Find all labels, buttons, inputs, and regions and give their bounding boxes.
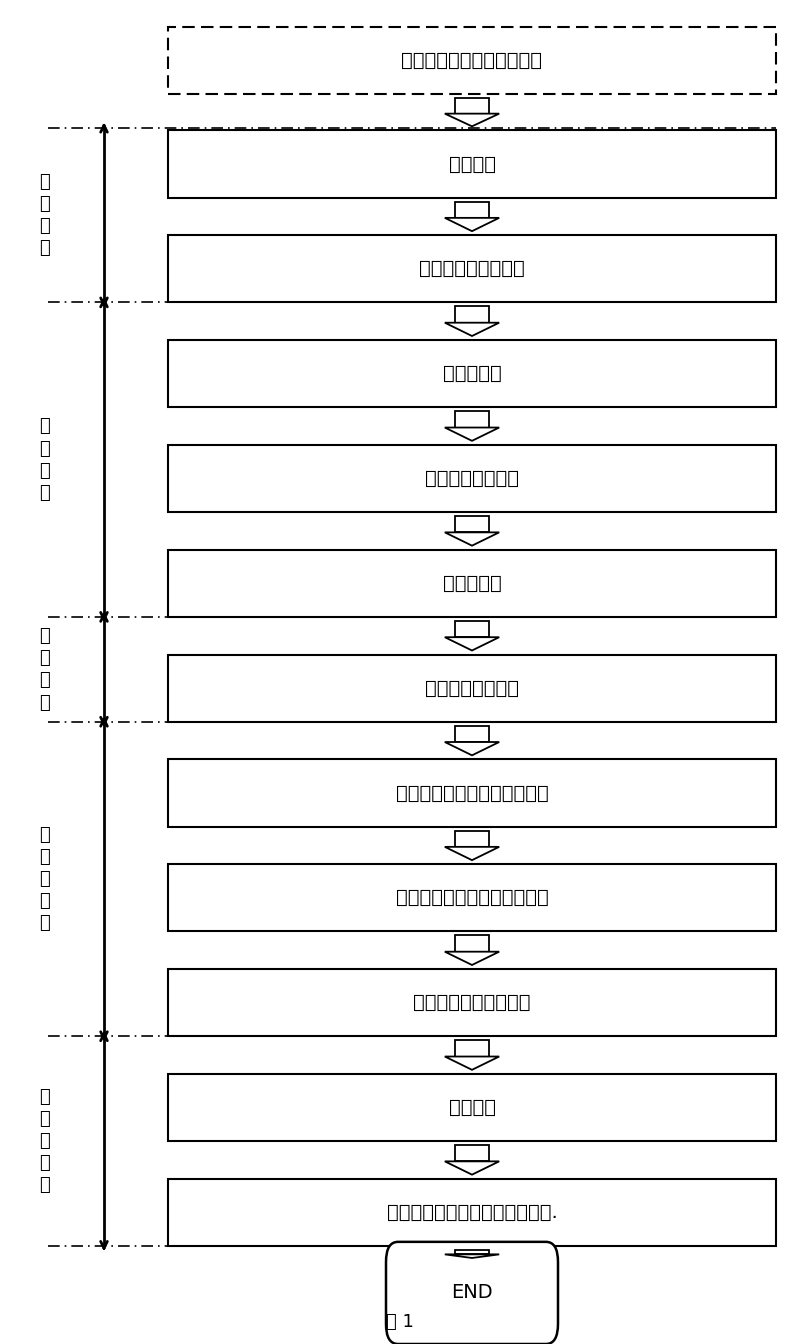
Text: 微电镀镁（电镀铜的基底上）: 微电镀镁（电镀铜的基底上）	[396, 888, 548, 907]
Text: 微沟道逆压印成型: 微沟道逆压印成型	[425, 679, 519, 698]
Text: 模
具
制
作: 模 具 制 作	[38, 173, 50, 257]
Polygon shape	[445, 427, 499, 441]
Text: 导
电
层
制
作: 导 电 层 制 作	[38, 825, 50, 933]
Polygon shape	[445, 1056, 499, 1070]
Text: 进
出
口
制
作: 进 出 口 制 作	[38, 1087, 50, 1195]
Text: 基
体
制
作: 基 体 制 作	[38, 628, 50, 711]
FancyBboxPatch shape	[168, 445, 776, 512]
Text: END: END	[451, 1284, 493, 1302]
Polygon shape	[445, 218, 499, 231]
Polygon shape	[445, 1161, 499, 1175]
Text: 基片预处理: 基片预处理	[442, 364, 502, 383]
Text: 母版制作: 母版制作	[449, 155, 495, 173]
Text: 反应物和生成物的进出口的制作.: 反应物和生成物的进出口的制作.	[386, 1203, 558, 1222]
FancyBboxPatch shape	[386, 1242, 558, 1344]
Polygon shape	[445, 847, 499, 860]
Polygon shape	[455, 411, 489, 427]
Text: 基
片
处
理: 基 片 处 理	[38, 418, 50, 501]
Polygon shape	[445, 952, 499, 965]
FancyBboxPatch shape	[168, 969, 776, 1036]
Polygon shape	[445, 532, 499, 546]
Polygon shape	[455, 1145, 489, 1161]
Polygon shape	[455, 306, 489, 323]
Polygon shape	[455, 202, 489, 218]
Polygon shape	[455, 831, 489, 847]
FancyBboxPatch shape	[168, 655, 776, 722]
Polygon shape	[455, 1250, 489, 1254]
FancyBboxPatch shape	[168, 759, 776, 827]
Text: 硅橡胶软模具的制作: 硅橡胶软模具的制作	[419, 259, 525, 278]
FancyBboxPatch shape	[168, 1179, 776, 1246]
Polygon shape	[445, 323, 499, 336]
FancyBboxPatch shape	[168, 1074, 776, 1141]
FancyBboxPatch shape	[168, 550, 776, 617]
Text: 微电镀铜（基体微沟道表面）: 微电镀铜（基体微沟道表面）	[396, 784, 548, 802]
FancyBboxPatch shape	[168, 340, 776, 407]
Text: 基片对准标记制作: 基片对准标记制作	[425, 469, 519, 488]
FancyBboxPatch shape	[168, 27, 776, 94]
Text: 去除基片: 去除基片	[449, 1098, 495, 1117]
FancyBboxPatch shape	[168, 864, 776, 931]
Polygon shape	[455, 726, 489, 742]
FancyBboxPatch shape	[168, 130, 776, 198]
Text: 双极板的优化设计（流场）: 双极板的优化设计（流场）	[402, 51, 542, 70]
Polygon shape	[455, 516, 489, 532]
Polygon shape	[445, 742, 499, 755]
Text: 图 1: 图 1	[386, 1313, 414, 1331]
Polygon shape	[455, 98, 489, 114]
Polygon shape	[455, 1040, 489, 1056]
Polygon shape	[455, 621, 489, 637]
Polygon shape	[455, 935, 489, 952]
Polygon shape	[445, 1254, 499, 1258]
Text: 镀层渗氮表面改性处理: 镀层渗氮表面改性处理	[414, 993, 530, 1012]
FancyBboxPatch shape	[168, 235, 776, 302]
Polygon shape	[445, 114, 499, 126]
Polygon shape	[445, 637, 499, 650]
Text: 溅射种子层: 溅射种子层	[442, 574, 502, 593]
